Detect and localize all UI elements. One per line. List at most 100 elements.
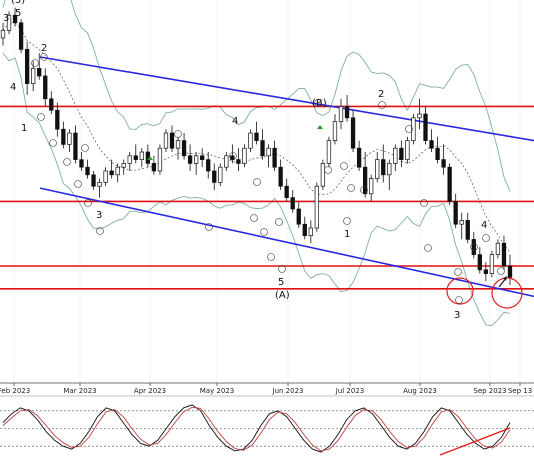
- signal-marker: [317, 125, 323, 129]
- candle-body: [429, 140, 434, 149]
- candle-body: [6, 14, 12, 31]
- candle-body: [393, 147, 398, 164]
- candle-body: [278, 166, 283, 187]
- candle-body: [489, 254, 495, 274]
- wave-label: 2: [378, 89, 384, 100]
- candle-body: [423, 113, 428, 141]
- highlight-circle: [491, 277, 523, 309]
- candle-body: [127, 155, 132, 164]
- candle-body: [175, 140, 181, 149]
- candle-body: [344, 106, 350, 119]
- wave-label: 1: [344, 229, 350, 240]
- candle-body: [266, 147, 271, 157]
- candle-body: [338, 106, 344, 122]
- candle-body: [115, 166, 120, 176]
- candle-body: [284, 185, 289, 198]
- x-tick-label: Sep 13: [508, 387, 532, 395]
- highlight-circle: [446, 277, 474, 305]
- oscillator-trendline: [439, 427, 511, 456]
- candle-body: [61, 128, 66, 145]
- candle-body: [495, 242, 501, 255]
- candle-body: [435, 147, 440, 160]
- candle-body: [441, 159, 446, 168]
- candle-body: [302, 223, 307, 236]
- candle-body: [272, 147, 277, 168]
- wave-label: (A): [275, 290, 290, 301]
- candle-body: [139, 151, 144, 160]
- candle-body: [254, 132, 259, 141]
- candle-body: [224, 155, 229, 168]
- x-tick-label: Apr 2023: [134, 387, 166, 395]
- candle-body: [109, 170, 114, 176]
- candle-body: [362, 166, 368, 195]
- x-tick-label: Jun 2023: [272, 387, 304, 395]
- band-upper: [2, 0, 511, 192]
- x-tick-label: Aug 2023: [403, 387, 437, 395]
- candle-body: [447, 166, 452, 202]
- channel-line: [39, 56, 534, 142]
- candle-body: [49, 98, 54, 111]
- candle-body: [248, 132, 253, 149]
- candle-body: [151, 163, 157, 172]
- candle-body: [121, 163, 126, 168]
- candle-body: [206, 159, 211, 172]
- channel-line: [39, 187, 534, 298]
- candle-body: [465, 220, 470, 240]
- candle-body: [181, 140, 187, 157]
- candle-body: [91, 174, 96, 187]
- candle-body: [73, 132, 78, 160]
- candle-body: [453, 201, 458, 225]
- candle-body: [163, 132, 169, 149]
- candle-body: [381, 159, 386, 176]
- candle-body: [471, 239, 476, 255]
- candle-body: [411, 117, 416, 141]
- candle-body: [157, 147, 163, 172]
- candle-body: [12, 14, 18, 24]
- wave-label: 4: [232, 116, 238, 127]
- oscillator-lines: [2, 404, 511, 453]
- x-tick-label: Jul 2023: [335, 387, 365, 395]
- x-tick-label: Sep 2023: [473, 387, 506, 395]
- candle-body: [320, 163, 326, 187]
- candle-body: [399, 147, 404, 160]
- candle-body: [0, 30, 6, 39]
- candle-body: [31, 68, 36, 84]
- candle-body: [218, 166, 223, 183]
- bollinger-bands: [2, 0, 511, 326]
- subwave-labels: [31, 53, 505, 304]
- candle-body: [200, 155, 205, 160]
- oscillator-series: [2, 404, 511, 453]
- candle-body: [369, 178, 374, 195]
- candle-body: [332, 121, 338, 141]
- oscillator-series: [2, 406, 511, 452]
- wave-label: 2: [41, 43, 47, 54]
- candle-body: [296, 208, 301, 225]
- candle-body: [326, 140, 332, 164]
- wave-label: 3: [3, 13, 9, 24]
- candles: [0, 7, 513, 285]
- wave-label: 3: [96, 210, 102, 221]
- candle-body: [260, 140, 265, 157]
- candle-body: [507, 265, 513, 278]
- candle-body: [350, 117, 356, 149]
- candle-body: [212, 170, 217, 183]
- wave-label: 3: [454, 310, 460, 321]
- wave-label: 4: [481, 220, 487, 231]
- candle-body: [79, 159, 84, 168]
- x-tick-label: Feb 2023: [0, 387, 30, 395]
- candle-body: [43, 75, 48, 100]
- candle-body: [103, 170, 108, 183]
- candle-body: [375, 159, 380, 179]
- candle-body: [290, 197, 295, 210]
- candle-body: [459, 220, 464, 225]
- candle-body: [18, 22, 24, 50]
- candle-body: [133, 155, 138, 160]
- x-tick-label: May 2023: [200, 387, 235, 395]
- band-middle: [2, 22, 511, 253]
- candle-body: [242, 147, 247, 164]
- wave-label: 5: [15, 8, 21, 19]
- trend-channel: [39, 56, 534, 298]
- candle-body: [308, 227, 313, 236]
- candle-body: [387, 163, 392, 176]
- band-lower: [2, 52, 511, 326]
